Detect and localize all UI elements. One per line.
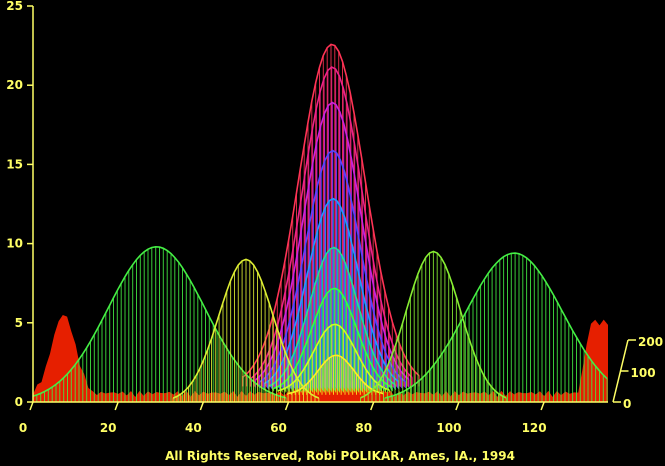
surface-outline: [242, 43, 420, 378]
x-tick-label: 100: [436, 421, 461, 435]
surface-series-11: [172, 258, 320, 402]
surface-series-12: [360, 250, 507, 402]
surface-outline: [32, 245, 287, 399]
y-tick-label: 10: [6, 237, 23, 251]
x-tick-mark: [199, 401, 205, 411]
depth-tick-label: 200: [638, 335, 663, 349]
surface-outline: [360, 250, 507, 399]
x-tick-mark: [540, 401, 545, 411]
x-tick-label: 20: [100, 421, 117, 435]
surface-outline: [172, 258, 320, 399]
surface-series-6: [273, 287, 393, 392]
y-tick-labels: 0 5 10 15 20 25: [6, 0, 33, 409]
x-tick-label: 80: [355, 421, 372, 435]
surface-outline: [259, 149, 407, 383]
x-tick-label: 0: [19, 421, 27, 435]
x-tick-mark: [370, 401, 375, 411]
depth-tick-labels: 0 100 200: [613, 335, 663, 411]
y-tick-label: 20: [6, 78, 23, 92]
y-tick-label: 15: [6, 157, 23, 171]
surface-series-9: [32, 245, 287, 402]
credit-text: All Rights Reserved, Robi POLIKAR, Ames,…: [165, 449, 515, 463]
x-tick-label: 40: [185, 421, 202, 435]
surface-outline: [263, 197, 399, 385]
y-tick-label: 25: [6, 0, 23, 13]
surface-series-10: [384, 252, 608, 402]
x-tick-mark: [114, 401, 119, 411]
depth-tick-label: 0: [623, 397, 631, 411]
x-tick-label: 60: [270, 421, 287, 435]
depth-tick-label: 100: [631, 366, 656, 380]
y-tick-label: 5: [15, 316, 23, 330]
x-tick-label: 120: [522, 421, 547, 435]
surface-outline: [255, 101, 410, 381]
x-tick-mark: [455, 401, 460, 411]
y-tick-label: 0: [15, 395, 23, 409]
surface-outline: [250, 66, 413, 379]
x-tick-mark: [29, 401, 34, 411]
x-tick-mark: [284, 401, 290, 411]
x-tick-labels: 0 20 40 60 80 100 120: [19, 401, 547, 435]
surface-outline: [277, 323, 390, 392]
surface-series-group: [32, 43, 608, 402]
